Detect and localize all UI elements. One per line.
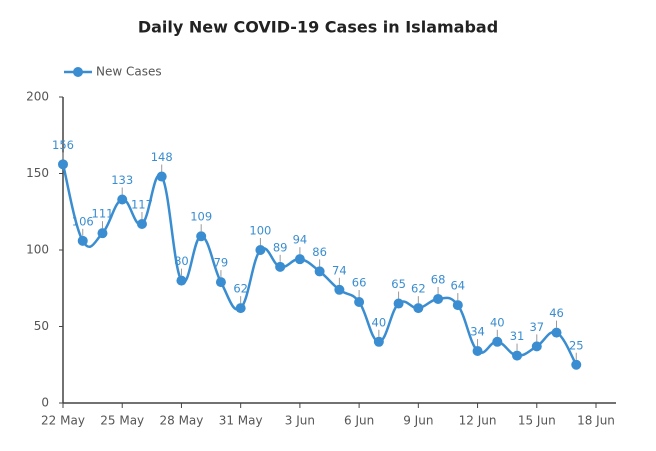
point [156,171,167,182]
value-label: 25 [569,338,584,352]
x-tick-label: 12 Jun [459,414,497,428]
point [334,284,345,295]
point [77,235,88,246]
value-label: 86 [312,245,327,259]
value-label: 111 [92,207,114,221]
value-label: 156 [52,138,74,152]
point [433,293,444,304]
y-tick-label: 100 [26,243,49,257]
value-label: 66 [352,276,367,290]
x-tick-label: 25 May [100,414,144,428]
series-line [61,164,578,366]
value-label: 68 [431,272,446,286]
point [215,277,226,288]
value-label: 40 [490,315,505,329]
y-tick-label: 0 [41,396,49,410]
value-label: 109 [190,210,212,224]
value-label: 62 [233,282,248,296]
point [314,266,325,277]
value-label: 106 [72,214,94,228]
point [136,218,147,229]
point [255,245,266,255]
legend-label: New Cases [96,65,162,79]
value-label: 79 [214,256,229,270]
value-label: 40 [372,315,387,329]
chart-title: Daily New COVID-19 Cases in Islamabad [138,18,498,37]
value-label: 133 [111,173,133,187]
x-tick-label: 22 May [41,414,85,428]
point [275,261,286,272]
point [354,297,365,308]
point [472,345,483,356]
x-tick-label: 15 Jun [518,414,556,428]
legend-marker [73,67,83,77]
value-label: 94 [293,233,308,247]
y-tick-label: 200 [26,90,49,104]
value-label: 100 [249,224,271,238]
value-label: 117 [131,197,153,211]
point [393,298,404,309]
point [176,275,187,286]
point [196,231,207,242]
x-tick-label: 31 May [219,414,263,428]
point [373,336,384,347]
x-tick-label: 9 Jun [403,414,433,428]
y-tick-label: 50 [34,319,49,333]
value-label: 37 [529,320,544,334]
value-label: 148 [151,150,173,164]
point [97,228,108,239]
value-label: 31 [510,329,525,343]
point [117,194,128,205]
point [235,303,246,314]
y-tick-label: 150 [26,166,49,180]
point [571,359,582,370]
point [58,159,68,170]
value-label: 89 [273,240,288,254]
point [531,341,542,352]
point [512,350,523,361]
x-tick-label: 18 Jun [577,414,615,428]
value-label: 80 [174,254,189,268]
x-tick-label: 3 Jun [285,414,315,428]
point [551,327,562,338]
value-label: 64 [450,279,465,293]
value-label: 74 [332,263,347,277]
value-label: 65 [391,277,406,291]
x-tick-label: 6 Jun [344,414,374,428]
value-label: 46 [549,306,564,320]
point [452,300,463,311]
point [492,336,503,347]
x-tick-label: 28 May [159,414,203,428]
point [294,254,305,265]
value-label: 62 [411,282,426,296]
point [413,303,424,314]
value-label: 34 [470,324,485,338]
